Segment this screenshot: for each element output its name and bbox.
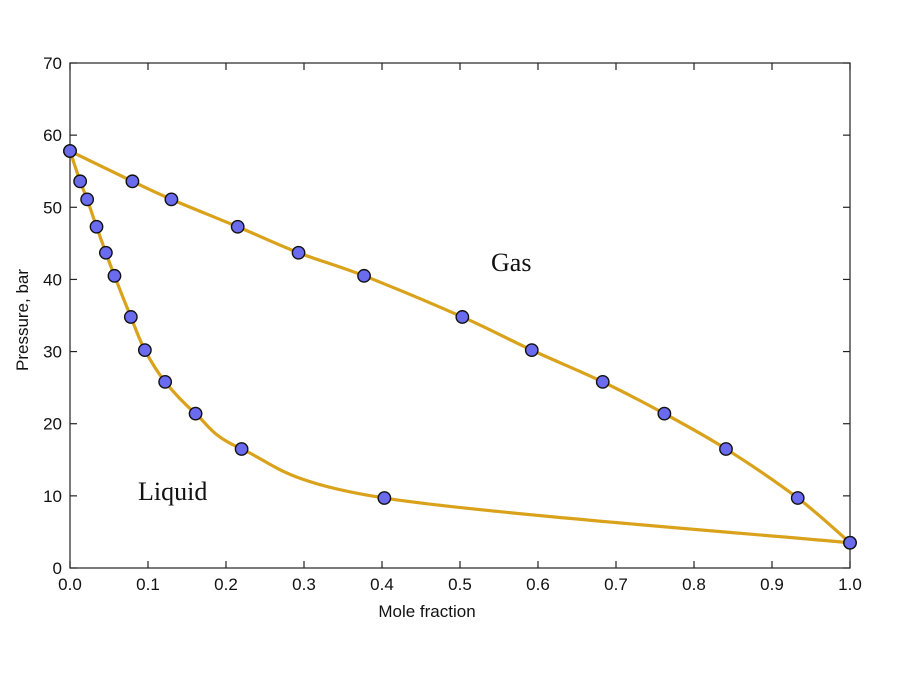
liquid-curve-point — [98, 245, 113, 260]
liquid-curve-point — [234, 442, 249, 456]
vapor-curve-point — [455, 310, 470, 324]
vapor-curve-point — [230, 219, 245, 234]
vapor-curve-point — [524, 343, 539, 358]
liquid-curve-point — [137, 343, 152, 358]
liquid-curve-point — [158, 374, 173, 389]
liquid-curve-point — [107, 268, 122, 283]
y-tick-label: 40 — [43, 270, 62, 289]
y-tick-label: 20 — [43, 415, 62, 434]
liquid-curve-point — [73, 174, 88, 189]
x-tick-label: 0.4 — [370, 575, 394, 594]
vapor-curve-point — [291, 245, 306, 260]
axis-ticks: 0.0 0.1 0.2 0.3 0.4 0.5 0.6 0.7 0.8 0.9 1.0 0 10 20 30… — [43, 54, 862, 594]
x-tick-label: 0.8 — [682, 575, 706, 594]
x-tick-label: 0.0 — [58, 575, 82, 594]
y-tick-label: 30 — [43, 343, 62, 362]
liquid-curve-point — [89, 219, 104, 234]
liquid-region-label: Liquid — [138, 477, 207, 506]
liquid-curve-point — [80, 192, 95, 207]
vapor-curve-point — [595, 374, 610, 389]
y-axis-title: Pressure, bar — [13, 269, 32, 371]
x-axis-title: Mole fraction — [378, 602, 475, 621]
x-tick-label: 0.5 — [448, 575, 472, 594]
liquid-curve-point — [377, 491, 392, 505]
vapor-curve-point — [164, 192, 179, 207]
x-tick-label: 0.1 — [136, 575, 160, 594]
y-tick-label: 70 — [43, 54, 62, 73]
liquid-curve-point — [843, 535, 857, 550]
vapor-curve-point — [790, 491, 805, 505]
vapor-curve-point — [719, 442, 733, 456]
x-tick-label: 0.6 — [526, 575, 550, 594]
data-markers — [63, 144, 857, 550]
liquid-curve-point — [63, 144, 77, 158]
vapor-curve-point — [657, 406, 672, 421]
y-tick-label: 60 — [43, 126, 62, 145]
x-tick-label: 0.2 — [214, 575, 238, 594]
x-tick-label: 0.9 — [760, 575, 784, 594]
x-tick-label: 0.3 — [292, 575, 316, 594]
liquid-curve-point — [123, 310, 138, 324]
vapor-curve-point — [357, 268, 371, 283]
x-tick-label: 0.7 — [604, 575, 628, 594]
y-tick-label: 0 — [53, 559, 62, 578]
gas-region-label: Gas — [491, 248, 531, 277]
x-tick-label: 1.0 — [838, 575, 862, 594]
y-tick-label: 50 — [43, 198, 62, 217]
y-tick-label: 10 — [43, 487, 62, 506]
liquid-curve-point — [188, 406, 203, 421]
vapor-curve-point — [125, 174, 140, 189]
